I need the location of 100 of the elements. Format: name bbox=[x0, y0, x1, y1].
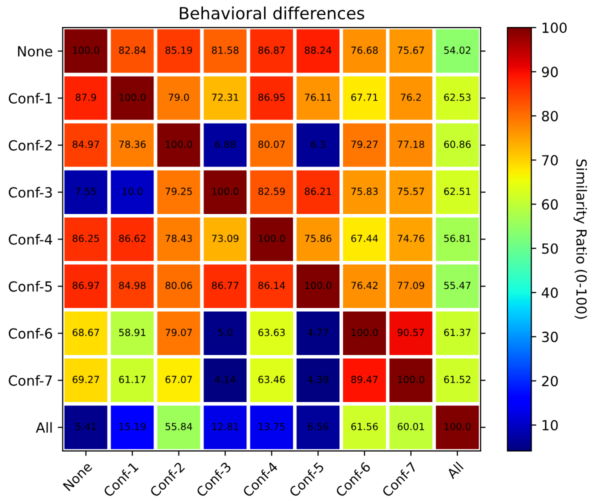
data-label: 89.47 bbox=[351, 376, 378, 384]
data-label: 86.21 bbox=[304, 188, 332, 196]
data-label: 80.07 bbox=[258, 140, 285, 148]
data-label: 6.3 bbox=[311, 140, 326, 148]
data-label: 61.17 bbox=[119, 376, 146, 384]
data-label: 67.71 bbox=[351, 94, 378, 101]
data-label: 75.86 bbox=[304, 234, 332, 242]
data-label: 67.07 bbox=[166, 376, 192, 384]
data-label: 77.18 bbox=[398, 140, 424, 148]
data-label: 100.0 bbox=[212, 188, 238, 196]
data-label: 79.07 bbox=[166, 328, 192, 336]
data-label: 58.91 bbox=[119, 328, 146, 336]
data-label: 72.31 bbox=[212, 94, 238, 101]
data-label: 79.0 bbox=[168, 94, 189, 101]
data-label: 61.37 bbox=[444, 328, 470, 336]
data-label: 84.98 bbox=[119, 282, 146, 290]
data-label: 100.0 bbox=[444, 422, 471, 430]
color-bar-label: 30 bbox=[542, 332, 558, 342]
color-bar-label: 50 bbox=[542, 243, 558, 254]
data-label: 82.84 bbox=[119, 46, 146, 54]
data-label: 76.68 bbox=[351, 46, 378, 54]
data-label: 78.36 bbox=[119, 140, 146, 148]
data-label: 77.09 bbox=[398, 282, 424, 290]
data-label: 86.87 bbox=[258, 46, 285, 54]
color-bar-label: 100 bbox=[542, 22, 567, 34]
color-bar-label: 80 bbox=[542, 110, 558, 122]
color-bar-title: Similarity Ratio (0-100) bbox=[574, 159, 588, 319]
data-label: 4.77 bbox=[308, 328, 328, 336]
data-label: 100.0 bbox=[398, 376, 424, 384]
data-label: 62.53 bbox=[444, 94, 471, 101]
y-tick-label: Conf-6 bbox=[8, 328, 52, 339]
data-label: 84.97 bbox=[72, 140, 99, 148]
data-label: 86.97 bbox=[72, 282, 99, 290]
data-label: 75.67 bbox=[398, 46, 424, 54]
data-label: 5.0 bbox=[218, 328, 232, 336]
y-tick-label: Conf-7 bbox=[8, 375, 52, 386]
data-label: 73.09 bbox=[212, 234, 238, 242]
data-label: 10.0 bbox=[122, 188, 143, 196]
data-label: 100.0 bbox=[119, 94, 146, 101]
data-label: 6.56 bbox=[308, 422, 328, 430]
data-label: 67.44 bbox=[351, 234, 378, 242]
data-label: 80.06 bbox=[166, 282, 192, 290]
data-label: 54.02 bbox=[444, 46, 470, 54]
color-bar-label: 70 bbox=[542, 155, 558, 166]
data-label: 78.43 bbox=[166, 234, 192, 242]
y-tick-label: Conf-3 bbox=[8, 186, 52, 198]
y-tick-label: Conf-1 bbox=[8, 92, 52, 104]
chart-title: Behavioral differences bbox=[180, 6, 364, 20]
data-label: 75.83 bbox=[351, 188, 378, 196]
data-label: 100.0 bbox=[258, 234, 285, 242]
data-label: 63.46 bbox=[258, 376, 285, 384]
data-label: 81.58 bbox=[212, 46, 238, 54]
x-tick-label: All bbox=[446, 461, 464, 480]
data-label: 60.01 bbox=[398, 422, 424, 430]
color-bar-label: 10 bbox=[542, 420, 558, 430]
data-label: 88.24 bbox=[304, 46, 332, 54]
data-label: 86.77 bbox=[212, 282, 238, 290]
data-label: 61.52 bbox=[444, 376, 470, 384]
data-label: 85.19 bbox=[166, 46, 192, 54]
color-bar-label: 60 bbox=[542, 199, 558, 210]
data-label: 5.41 bbox=[76, 422, 96, 430]
data-label: 79.27 bbox=[351, 140, 378, 148]
data-label: 60.86 bbox=[444, 140, 471, 148]
data-label: 55.84 bbox=[166, 422, 192, 430]
data-label: 87.9 bbox=[76, 94, 96, 101]
data-label: 100.0 bbox=[305, 282, 332, 290]
data-label: 55.47 bbox=[444, 282, 470, 290]
data-label: 75.57 bbox=[398, 188, 424, 196]
data-label: 86.62 bbox=[119, 234, 146, 242]
data-label: 15.19 bbox=[119, 422, 146, 430]
data-label: 76.42 bbox=[351, 282, 378, 290]
data-label: 86.14 bbox=[258, 282, 286, 290]
data-label: 7.55 bbox=[76, 188, 96, 196]
data-label: 6.88 bbox=[215, 140, 236, 148]
data-label: 61.56 bbox=[351, 422, 378, 430]
data-label: 56.81 bbox=[444, 234, 470, 242]
y-tick-label: Conf-2 bbox=[8, 140, 52, 151]
data-label: 13.75 bbox=[258, 422, 285, 430]
data-label: 69.27 bbox=[72, 376, 99, 384]
data-label: 76.2 bbox=[400, 94, 421, 101]
data-label: 82.59 bbox=[258, 188, 285, 196]
y-tick-label: None bbox=[18, 46, 52, 57]
y-tick-label: Conf-5 bbox=[8, 280, 52, 292]
data-label: 100.0 bbox=[352, 328, 378, 336]
data-label: 74.76 bbox=[398, 234, 424, 242]
data-label: 12.81 bbox=[212, 422, 238, 430]
data-label: 63.63 bbox=[258, 328, 285, 336]
data-label: 86.25 bbox=[72, 234, 99, 242]
data-label: 79.25 bbox=[166, 188, 192, 196]
color-bar-label: 90 bbox=[542, 66, 558, 78]
color-bar-label: 20 bbox=[542, 376, 558, 386]
data-label: 4.14 bbox=[214, 376, 236, 384]
data-label: 62.51 bbox=[444, 188, 470, 196]
data-label: 76.11 bbox=[304, 94, 332, 101]
data-label: 100.0 bbox=[166, 140, 192, 148]
y-tick-label: Conf-4 bbox=[8, 234, 52, 245]
color-bar-label: 40 bbox=[542, 288, 558, 298]
data-label: 100.0 bbox=[73, 46, 100, 54]
data-label: 86.95 bbox=[258, 94, 285, 101]
y-tick-label: All bbox=[36, 422, 52, 433]
